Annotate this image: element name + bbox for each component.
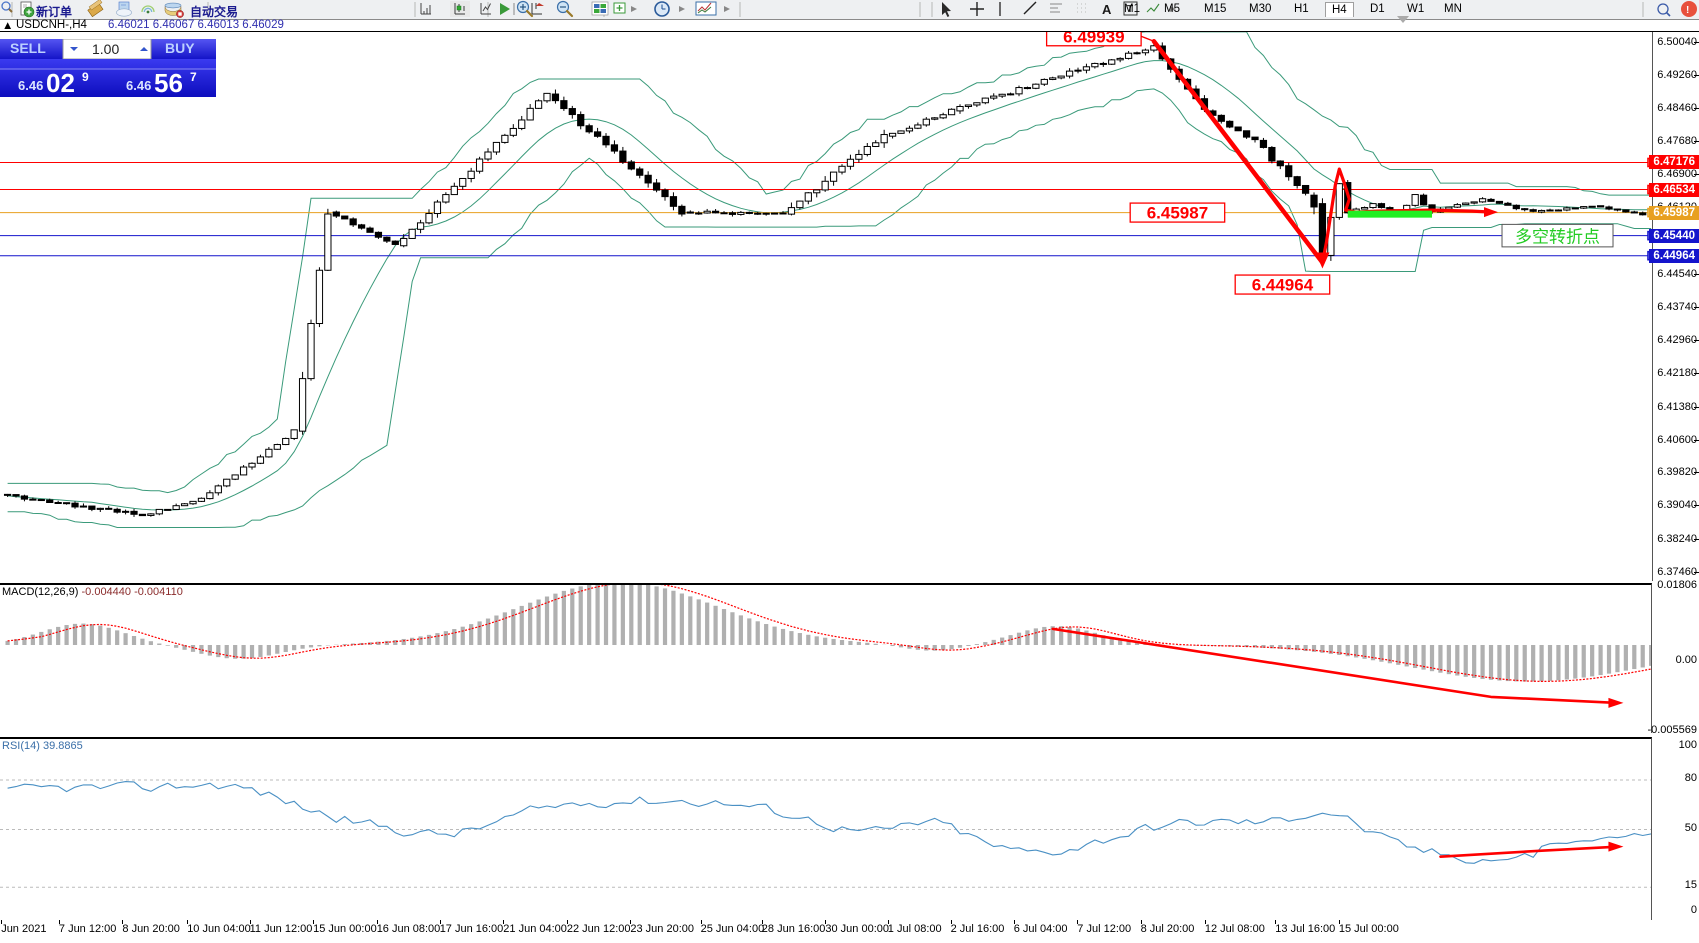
svg-text:BUY: BUY xyxy=(165,40,195,56)
svg-text:02: 02 xyxy=(46,68,75,97)
svg-text:6.46: 6.46 xyxy=(126,78,151,93)
svg-text:!: ! xyxy=(1686,5,1689,16)
svg-text:SELL: SELL xyxy=(10,40,46,56)
svg-text:7: 7 xyxy=(190,70,197,84)
svg-text:56: 56 xyxy=(154,68,183,97)
svg-text:6.45987: 6.45987 xyxy=(1147,204,1208,223)
svg-text:多空转折点: 多空转折点 xyxy=(1515,228,1600,247)
svg-text:A: A xyxy=(1102,2,1112,17)
svg-text:6.49939: 6.49939 xyxy=(1063,32,1124,46)
svg-text:6.46: 6.46 xyxy=(18,78,43,93)
svg-text:6.44964: 6.44964 xyxy=(1252,276,1314,295)
svg-text:9: 9 xyxy=(82,70,89,84)
svg-text:1.00: 1.00 xyxy=(92,41,119,57)
